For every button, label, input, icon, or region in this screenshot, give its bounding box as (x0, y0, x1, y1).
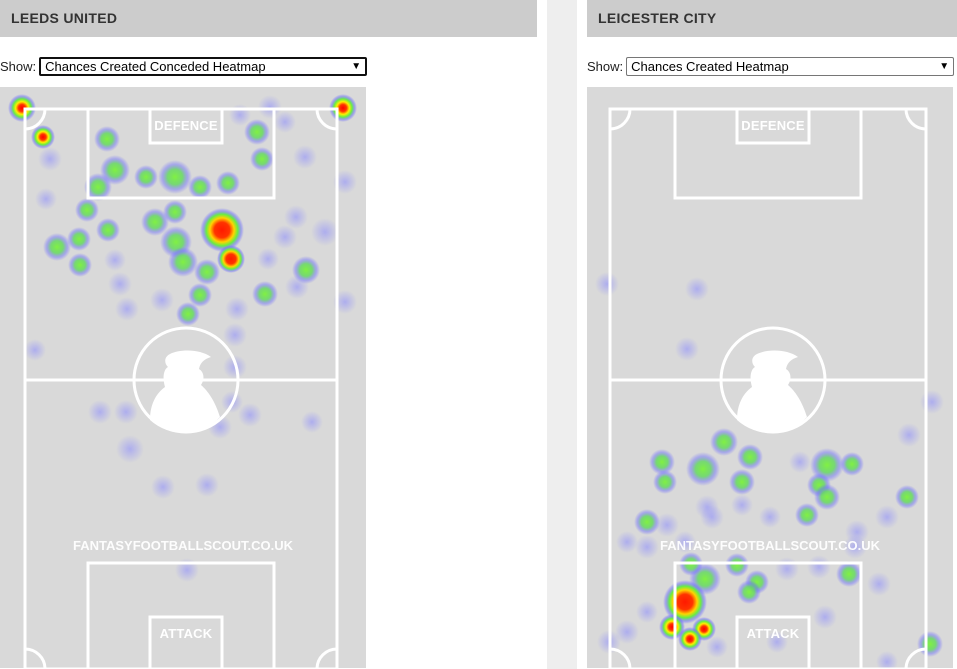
show-row: Show: Chances Created Heatmap ▼ (587, 57, 955, 76)
show-label: Show: (0, 59, 37, 74)
zone-label-defence: DEFENCE (741, 118, 805, 133)
mascot-silhouette-icon (150, 350, 220, 433)
pitch-heatmap: DEFENCE ATTACK FANTASYFOOTBALLSCOUT.CO.U… (587, 87, 953, 668)
team-name-header: LEICESTER CITY (587, 0, 957, 37)
selected-option: Chances Created Heatmap (631, 59, 789, 74)
show-label: Show: (587, 59, 624, 74)
panel-divider (547, 0, 577, 669)
chevron-down-icon: ▼ (939, 61, 950, 72)
heatmap-type-select[interactable]: Chances Created Heatmap ▼ (626, 57, 955, 76)
heatmap-layer (8, 94, 357, 582)
team-panel-left: LEEDS UNITED Show: Chances Created Conce… (0, 0, 537, 668)
heat-spots-right (595, 272, 944, 668)
heat-spots-left (8, 94, 357, 582)
heatmap-layer (595, 272, 944, 668)
zone-label-attack: ATTACK (159, 626, 213, 641)
selected-option: Chances Created Conceded Heatmap (45, 59, 266, 74)
mascot-silhouette-icon (737, 350, 807, 433)
team-name-header: LEEDS UNITED (0, 0, 537, 37)
pitch-lines (608, 107, 928, 668)
watermark: FANTASYFOOTBALLSCOUT.CO.UK (659, 538, 881, 553)
zone-label-defence: DEFENCE (154, 118, 218, 133)
zone-label-attack: ATTACK (746, 626, 800, 641)
watermark: FANTASYFOOTBALLSCOUT.CO.UK (72, 538, 294, 553)
show-row: Show: Chances Created Conceded Heatmap ▼ (0, 57, 368, 76)
chevron-down-icon: ▼ (351, 61, 362, 72)
pitch-lines (23, 107, 339, 668)
team-panel-right: LEICESTER CITY Show: Chances Created Hea… (587, 0, 957, 668)
pitch-heatmap: DEFENCE ATTACK FANTASYFOOTBALLSCOUT.CO.U… (0, 87, 366, 668)
heatmap-type-select[interactable]: Chances Created Conceded Heatmap ▼ (39, 57, 368, 76)
